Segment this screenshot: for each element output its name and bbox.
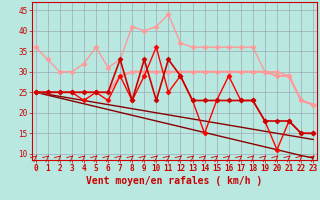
- X-axis label: Vent moyen/en rafales ( km/h ): Vent moyen/en rafales ( km/h ): [86, 176, 262, 186]
